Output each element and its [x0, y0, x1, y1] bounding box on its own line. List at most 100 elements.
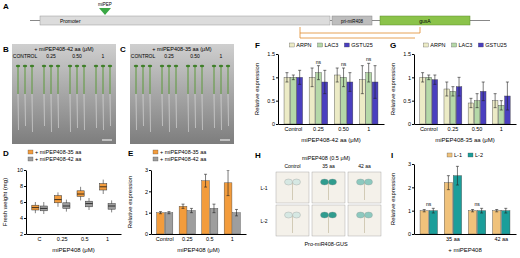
cotyledon: [68, 65, 72, 67]
median: [108, 206, 115, 207]
plot-area: 0123Relative expressionmiPEP408 (μM)+ mi…: [127, 149, 247, 253]
y-tick-label: 1: [145, 210, 148, 216]
error-bar: [348, 73, 351, 92]
panel-label: D: [3, 149, 9, 158]
photo-title: + miPEP408-35 aa (μM): [152, 46, 211, 52]
median: [54, 199, 61, 200]
y-tick-label: 1.5: [403, 51, 411, 57]
seedling-cotyledon: [293, 179, 301, 185]
x-tick: 1: [500, 126, 503, 132]
plot-area: 00.511.5Relative expressionmiPEP408-35 a…: [390, 42, 517, 143]
hypocotyl: [32, 66, 33, 94]
x-axis-title: miPEP408-42 aa (μM): [301, 137, 360, 143]
y-tick: 1: [272, 75, 278, 81]
grid-column-label: 42 aa: [358, 163, 371, 169]
hypocotyl: [70, 66, 71, 94]
error-bar: [427, 75, 430, 80]
cotyledon: [226, 65, 230, 67]
seedling-cotyledon: [285, 179, 293, 185]
x-tick: Control: [156, 236, 174, 242]
y-axis-title: Fresh weight (mg): [2, 178, 8, 226]
hypocotyl: [96, 66, 97, 94]
legend-item: ARPN: [289, 42, 311, 48]
legend-item: LAC3: [452, 42, 473, 48]
x-axis-line: [27, 234, 122, 235]
cotyledon: [94, 65, 98, 67]
cotyledon: [42, 65, 46, 67]
pri-mirna-box: [332, 16, 372, 25]
cotyledon: [219, 65, 223, 67]
root: [32, 94, 34, 132]
y-tick-mark: [24, 186, 26, 187]
seedling-stem: [364, 215, 365, 233]
cotyledon: [16, 65, 20, 67]
x-tick: 1: [106, 236, 109, 242]
y-tick-mark: [24, 234, 26, 235]
box: [85, 201, 92, 207]
photo-column-label: 0.25: [164, 53, 174, 59]
grid-cell: [348, 205, 381, 236]
y-tick: 1.5: [403, 51, 414, 57]
y-tick-label: 6: [20, 199, 23, 205]
legend-item: L-1: [447, 152, 462, 158]
annotation: ns: [426, 201, 432, 207]
y-tick-mark: [149, 170, 151, 171]
y-tick-mark: [276, 101, 278, 102]
bar: [420, 211, 428, 234]
figure-svg: 246810Fresh weight (mg)miPEP408 (μM)+ mi…: [0, 0, 520, 258]
box: [32, 205, 39, 210]
legend-swatch: [423, 43, 428, 47]
y-tick-mark: [276, 124, 278, 125]
x-tick-label: 1: [500, 126, 503, 132]
median: [40, 208, 47, 209]
hypocotyl: [195, 66, 196, 94]
y-tick: 10: [17, 167, 26, 173]
cotyledon: [75, 65, 79, 67]
x-tick: 1: [231, 236, 234, 242]
x-axis-line: [415, 124, 517, 125]
box: [40, 206, 47, 211]
legend-item: LAC3: [318, 42, 339, 48]
grid-cell: [312, 205, 345, 236]
seedling-cotyledon: [321, 179, 329, 185]
panel-label: F: [255, 41, 260, 50]
bar: [202, 181, 210, 234]
chart-panel: 0123Relative expressionmiPEP408 (μM)+ mi…: [127, 149, 247, 253]
x-tick-label: 0.25: [57, 236, 68, 242]
x-tick: 0.25: [313, 126, 324, 132]
cotyledon: [160, 65, 164, 67]
construct-label: pri-miR408: [341, 19, 364, 24]
x-axis: Control0.250.501: [415, 125, 517, 132]
plot-area: 246810Fresh weight (mg)miPEP408 (μM)+ mi…: [2, 149, 122, 253]
bar: [432, 80, 438, 124]
hypocotyl: [221, 66, 222, 94]
photo-column-label: 1: [102, 53, 105, 59]
seedling-cotyledon: [293, 212, 301, 218]
x-tick: 0.50: [338, 126, 349, 132]
error-bar: [506, 82, 509, 110]
error-bar: [227, 170, 230, 196]
root: [96, 94, 98, 128]
y-tick-label: 3: [145, 167, 148, 173]
y-tick-label: 1: [272, 75, 275, 81]
legend-swatch: [318, 43, 323, 47]
cotyledon: [167, 65, 171, 67]
y-axis: 0123: [408, 161, 415, 237]
box: [54, 196, 61, 203]
root: [150, 94, 152, 132]
y-tick-label: 0.5: [267, 98, 275, 104]
seedling-stem: [364, 182, 365, 200]
photo-background: [12, 44, 116, 144]
legend-item: GSTU25: [344, 42, 372, 48]
marks: [32, 180, 115, 214]
legend-swatch: [344, 43, 349, 47]
hypocotyl: [51, 66, 52, 94]
x-tick: 1: [367, 126, 370, 132]
root: [214, 94, 216, 128]
y-axis-title: Relative expression: [390, 173, 396, 225]
y-tick: 1: [408, 208, 414, 214]
bar: [477, 211, 485, 234]
error-bar: [336, 68, 339, 82]
panel-label: I: [391, 151, 393, 160]
gus-box: [380, 16, 470, 25]
